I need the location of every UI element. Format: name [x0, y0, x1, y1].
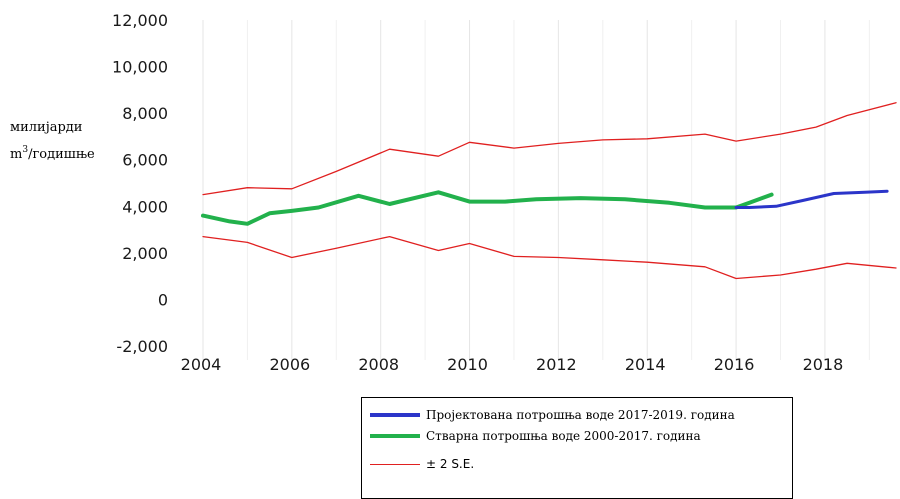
- actual-series-line: [201, 190, 774, 226]
- y-tick-label: 0: [158, 290, 168, 309]
- legend-swatch-actual: [370, 434, 420, 438]
- projected-series-line: [734, 189, 889, 209]
- chart: 12,00010,0008,0006,0004,0002,0000-2,000 …: [10, 11, 897, 374]
- x-tick-label: 2004: [181, 355, 222, 374]
- x-tick-label: 2006: [269, 355, 310, 374]
- upper-se-line: [202, 102, 897, 196]
- x-tick-label: 2012: [536, 355, 577, 374]
- y-tick-label: 12,000: [112, 11, 168, 30]
- legend: Пројектована потрошња воде 2017-2019. го…: [361, 397, 793, 499]
- legend-swatch-projected: [370, 413, 420, 417]
- x-tick-label: 2018: [803, 355, 844, 374]
- y-tick-label: 6,000: [122, 151, 168, 170]
- x-tick-labels: 2004 2006 2008 2010 2012 2014 2016 2018: [181, 355, 844, 374]
- legend-swatch-se: [370, 463, 420, 465]
- y-tick-label: 10,000: [112, 58, 168, 77]
- lower-se-line: [202, 235, 897, 280]
- x-tick-label: 2008: [358, 355, 399, 374]
- legend-item-se: ± 2 S.E.: [370, 457, 474, 471]
- y-tick-label: 8,000: [122, 104, 168, 123]
- legend-label-se: ± 2 S.E.: [426, 457, 475, 471]
- gridlines: [202, 20, 870, 360]
- series-lines: [201, 102, 897, 280]
- y-tick-label: 2,000: [122, 244, 168, 263]
- y-tick-label: -2,000: [116, 337, 168, 356]
- y-axis-label-line1: милијарди: [10, 120, 82, 135]
- legend-item-projected: Пројектована потрошња воде 2017-2019. го…: [370, 408, 735, 422]
- y-tick-labels: 12,000 10,000 8,000 6,000 4,000 2,000 0 -2,000: [112, 11, 168, 356]
- x-tick-label: 2014: [625, 355, 666, 374]
- legend-item-actual: Стварна потрошња воде 2000-2017. година: [370, 429, 701, 443]
- y-tick-label: 4,000: [122, 197, 168, 216]
- y-axis-label-line2: m3/годишње: [10, 145, 95, 162]
- legend-label-actual: Стварна потрошња воде 2000-2017. година: [426, 429, 701, 443]
- x-tick-label: 2016: [714, 355, 755, 374]
- legend-label-projected: Пројектована потрошња воде 2017-2019. го…: [426, 408, 735, 422]
- x-tick-label: 2010: [447, 355, 488, 374]
